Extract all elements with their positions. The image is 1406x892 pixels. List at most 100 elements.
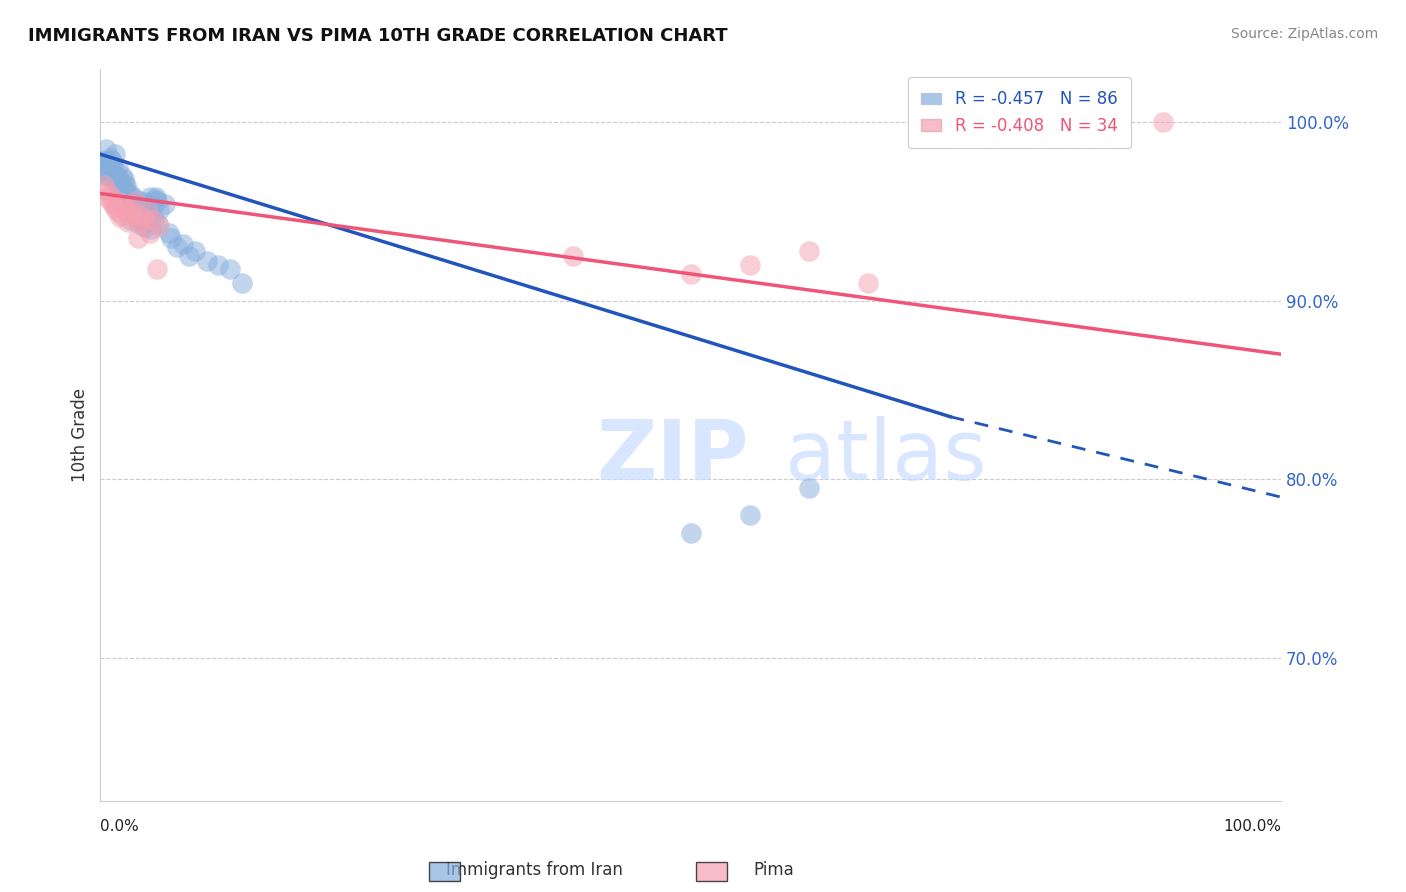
Point [108,176,131,190]
Point [104,174,127,188]
Point [115,192,138,206]
Point [738,258,761,272]
Point [121,199,143,213]
Point [115,178,138,192]
Point [96,154,118,169]
Point [93,161,115,176]
Point [105,204,128,219]
Point [112,201,135,215]
Point [98,151,121,165]
Point [561,249,583,263]
Point [148,202,170,217]
Point [91,154,114,169]
Point [110,181,132,195]
Point [110,169,132,183]
Point [166,240,188,254]
Text: 0.0%: 0.0% [100,819,139,833]
Point [132,217,155,231]
Text: 100.0%: 100.0% [1223,819,1281,833]
Point [139,211,162,226]
Point [96,190,118,204]
Point [207,258,229,272]
Text: ZIP: ZIP [596,416,749,497]
Point [110,208,132,222]
Point [797,244,820,258]
Point [128,217,150,231]
Point [128,213,150,227]
Point [103,201,125,215]
Text: Immigrants from Iran: Immigrants from Iran [446,861,623,879]
Point [124,194,146,208]
Point [112,172,135,186]
Point [101,160,124,174]
Point [142,199,165,213]
Point [104,170,127,185]
Text: IMMIGRANTS FROM IRAN VS PIMA 10TH GRADE CORRELATION CHART: IMMIGRANTS FROM IRAN VS PIMA 10TH GRADE … [28,27,728,45]
Point [127,201,149,215]
Point [97,169,120,183]
Point [146,261,169,276]
Point [127,231,149,245]
Point [125,211,148,226]
Point [160,231,183,245]
Point [172,236,194,251]
Point [117,215,139,229]
Point [125,210,148,224]
Point [129,202,152,217]
Point [134,213,156,227]
Point [114,185,136,199]
Point [797,481,820,495]
Point [114,199,136,213]
Point [125,208,148,222]
Point [219,261,242,276]
Point [131,204,153,219]
Point [128,194,150,208]
Point [136,204,159,219]
Point [121,201,143,215]
Point [98,188,121,202]
Point [118,194,141,208]
Point [93,165,115,179]
Point [195,254,218,268]
Point [139,222,162,236]
Point [134,195,156,210]
Point [94,163,117,178]
Point [125,195,148,210]
Point [100,161,122,176]
Point [107,160,129,174]
Point [738,508,761,522]
Point [679,525,702,540]
Point [145,190,167,204]
Point [135,199,157,213]
Y-axis label: 10th Grade: 10th Grade [72,388,89,482]
Point [96,142,118,156]
Point [103,147,125,161]
Point [117,188,139,202]
Point [100,195,122,210]
Point [120,208,142,222]
Point [110,210,132,224]
Point [107,170,129,185]
Text: atlas: atlas [785,416,987,497]
Point [122,190,145,204]
Point [93,178,115,192]
Point [177,249,200,263]
Point [856,276,879,290]
Point [142,213,165,227]
Point [135,220,157,235]
Point [94,169,117,183]
Point [100,163,122,178]
Text: Pima: Pima [754,861,793,879]
Point [136,201,159,215]
Point [148,217,170,231]
Point [98,165,121,179]
Legend: R = -0.457   N = 86, R = -0.408   N = 34: R = -0.457 N = 86, R = -0.408 N = 34 [908,77,1130,148]
Point [118,195,141,210]
Point [111,181,134,195]
Point [143,192,166,206]
Point [143,211,166,226]
Point [139,226,162,240]
Point [120,213,142,227]
Point [132,219,155,233]
Point [101,154,124,169]
